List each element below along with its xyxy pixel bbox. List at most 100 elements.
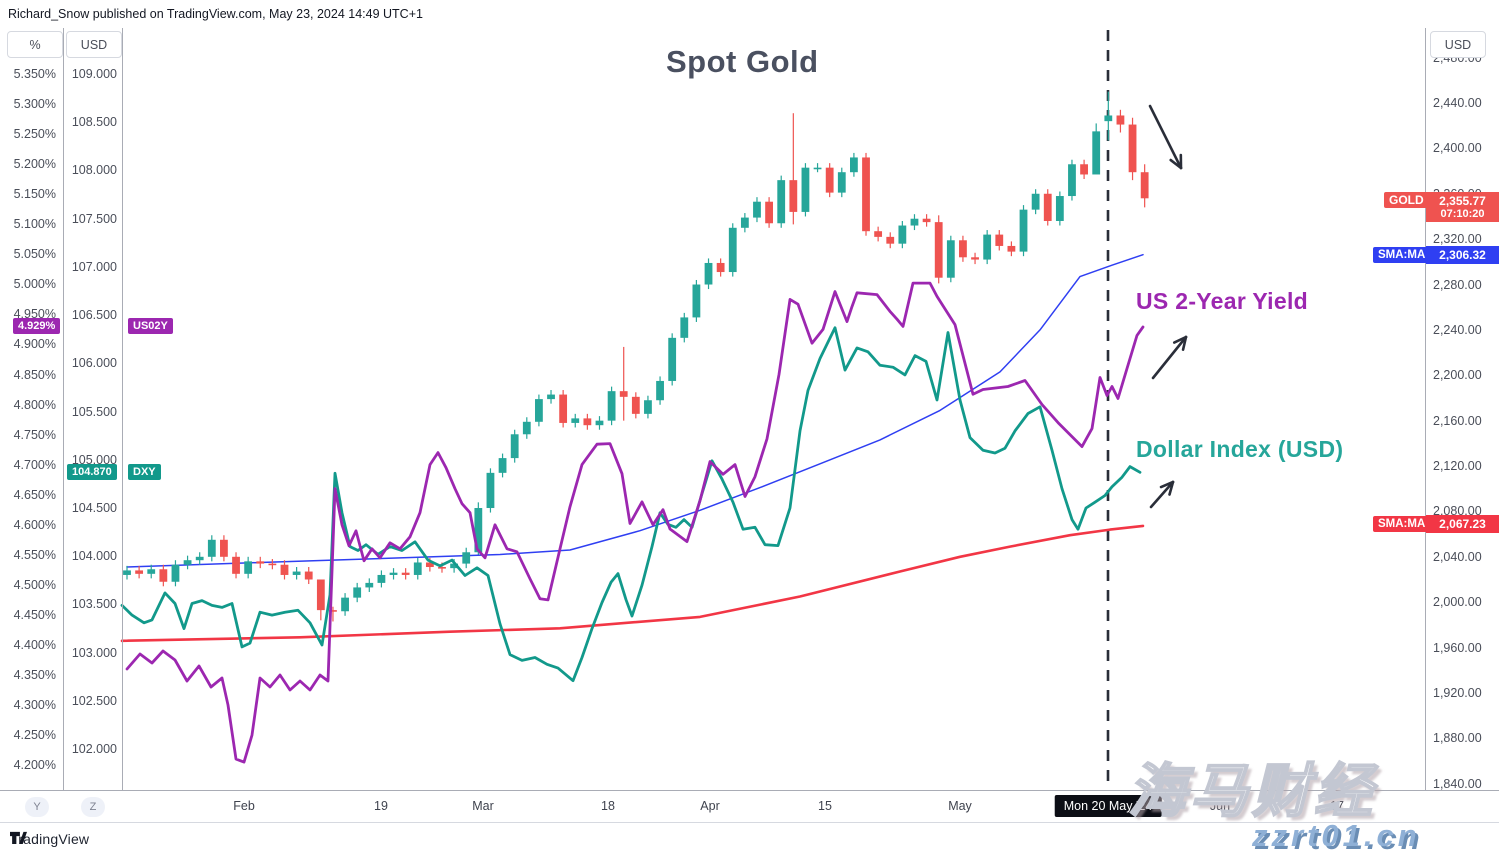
chart-title: Spot Gold [666,44,819,79]
axis-tick: 5.350% [13,67,56,81]
axis-tick: 4.250% [13,728,56,743]
usd-left-axis[interactable]: 109.000 108.500 108.000 107.500 107.000 106.5… [64,28,122,822]
sma-blue-tag: SMA:MA [1373,247,1431,263]
axis-tick: 5.200% [13,157,56,172]
axis-tick: 4.850% [13,367,56,382]
sma-red-tag: SMA:MA [1373,516,1431,532]
axis-tick: 2,280.00 [1433,277,1482,292]
gold-series-tag: GOLD [1384,192,1429,208]
highlighted-date-label: Mon 20 May '24 [1054,795,1162,817]
gold-countdown: 07:10:20 [1440,208,1485,220]
gold-price-value: 2,355.77 [1439,194,1486,208]
axis-tick: 5.000% [13,277,56,292]
axis-tick: 5.050% [13,247,56,262]
sma-blue-price-label: 2,306.32 [1426,246,1499,264]
us02y-axis-price-label: 4.929% [13,318,61,334]
axis-tick: 5.100% [13,217,56,232]
axis-tick: 4.350% [13,668,56,682]
axis-tick: 2,120.00 [1433,459,1482,474]
time-tick: 18 [601,799,615,813]
axis-tick: 1,920.00 [1433,685,1482,700]
axis-tick: 4.950% [13,307,56,322]
time-tick: 17 [1330,799,1344,813]
axis-tick: 4.600% [13,517,56,532]
axis-tick: 104.500 [71,501,117,516]
axis-tick: 1,880.00 [1433,731,1482,746]
time-tick: Jun [1209,799,1231,813]
axis-tick: 4.700% [13,457,56,472]
time-tick: 15 [818,799,832,813]
axis-tick: 2,080.00 [1433,504,1482,519]
axis-tick: 4.800% [13,397,56,412]
gold-price-label: 2,355.77 07:10:20 [1426,192,1499,222]
axis-tick: 102.000 [71,742,117,757]
axis-tick: 2,240.00 [1433,322,1482,337]
axis-tick: 106.000 [71,356,117,371]
usd-right-axis[interactable]: 2,480.002,440.002,400.002,360.002,320.00… [1426,28,1499,822]
axis-tick: 2,000.00 [1433,595,1482,610]
axis-tick: 107.000 [71,259,117,274]
bottom-border [0,822,1499,823]
axis-tick: 105.000 [71,452,117,467]
axis-tick: 103.500 [71,597,117,612]
us02y-series-tag: US02Y [128,318,173,334]
axis-tick: 2,400.00 [1433,141,1482,156]
axis-tick: 5.250% [13,127,56,142]
usd-right-axis-unit[interactable]: USD [1430,31,1486,58]
sma-red-price-label: 2,067.23 [1426,515,1499,533]
byline: Richard_Snow published on TradingView.co… [8,7,423,21]
axis-tick: 106.500 [71,308,117,323]
axis-tick: 5.150% [13,187,56,202]
axis-tick: 108.000 [71,163,117,178]
watermark-chinese: 海马财经 [1127,758,1377,825]
time-tick: May [948,799,972,813]
axis-tick: 2,320.00 [1433,232,1482,247]
axis-tick: 5.300% [13,97,56,112]
pct-axis-separator [63,28,64,822]
dxy-series-tag: DXY [128,464,161,480]
tradingview-logo-icon [10,831,27,844]
axis-tick: 1,840.00 [1433,776,1482,791]
usd-left-axis-unit[interactable]: USD [66,31,122,58]
dxy-annotation: Dollar Index (USD) [1136,436,1344,462]
axis-tick: 4.500% [13,577,56,592]
pct-axis-button[interactable]: Y [25,797,49,817]
time-tick: Apr [700,799,720,813]
axis-tick: 4.300% [13,698,56,713]
usd-axis-button[interactable]: Z [81,797,105,817]
time-tick: 19 [374,799,388,813]
axis-tick: 4.450% [13,607,56,622]
time-tick: Feb [233,799,255,813]
axis-tick: 109.000 [71,67,117,81]
pct-axis[interactable]: 5.350% 5.300% 5.250% 5.200% 5.150% 5.100% 5.05… [0,28,63,822]
axis-tick: 2,200.00 [1433,368,1482,383]
usd-axis-separator [122,28,123,822]
axis-tick: 4.750% [13,427,56,442]
dxy-axis-price-label: 104.870 [67,464,117,480]
axis-tick: 4.900% [13,337,56,352]
axis-tick: 2,040.00 [1433,549,1482,564]
axis-tick: 4.400% [13,637,56,652]
tradingview-logo[interactable]: TradingView [10,831,89,847]
time-axis-line [0,790,1499,791]
axis-tick: 4.650% [13,487,56,502]
axis-tick: 104.000 [71,549,117,564]
pct-axis-unit[interactable]: % [7,31,63,58]
tradingview-logo-text: TradingView [10,831,90,847]
axis-tick: 107.500 [71,211,117,226]
axis-tick: 103.000 [71,645,117,660]
axis-tick: 2,160.00 [1433,413,1482,428]
time-tick: Mar [472,799,494,813]
axis-tick: 4.200% [13,758,56,773]
axis-tick: 4.550% [13,547,56,562]
us2y-annotation: US 2-Year Yield [1136,288,1308,314]
axis-tick: 102.500 [71,693,117,708]
watermark-url: zzrt01.cn [1252,818,1421,853]
axis-tick: 2,440.00 [1433,96,1482,110]
axis-tick: 105.500 [71,404,117,419]
axis-tick: 1,960.00 [1433,640,1482,655]
time-axis[interactable]: Y Z Feb19Mar18Apr15May13Jun17 Mon 20 May… [0,791,1499,822]
axis-tick: 108.500 [71,115,117,130]
